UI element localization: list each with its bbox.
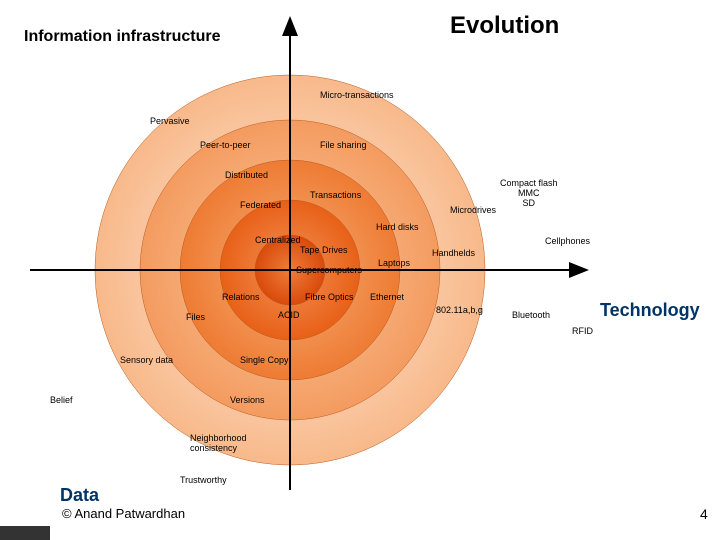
y-axis-label: Fibre Optics <box>305 292 354 302</box>
x-axis-label-left: Belief <box>50 395 73 405</box>
x-axis-label-right: Compact flash MMC SD <box>500 178 558 208</box>
y-axis-label: Trustworthy <box>180 475 227 485</box>
y-axis-label: ACID <box>278 310 300 320</box>
x-axis-label-left: Sensory data <box>120 355 173 365</box>
footer-accent-bar <box>0 526 50 540</box>
title-data: Data <box>60 485 99 506</box>
x-axis-label-right: Cellphones <box>545 236 590 246</box>
x-axis-label-right: Laptops <box>378 258 410 268</box>
x-axis-label-right: Ethernet <box>370 292 404 302</box>
x-axis-label-right: Microdrives <box>450 205 496 215</box>
y-axis-label: Micro-transactions <box>320 90 394 100</box>
page-number: 4 <box>700 506 708 522</box>
x-axis-label-right: 802.11a,b,g <box>436 305 483 315</box>
ring-label: Centralized <box>255 235 301 245</box>
ring-label: Federated <box>240 200 281 210</box>
x-axis-label-right: Bluetooth <box>512 310 550 320</box>
y-axis-label: Single Copy <box>240 355 289 365</box>
ring-label: Distributed <box>225 170 268 180</box>
ring-label: Pervasive <box>150 116 190 126</box>
y-axis-label: Transactions <box>310 190 361 200</box>
title-infrastructure: Information infrastructure <box>24 28 220 46</box>
x-axis-label-right: Handhelds <box>432 248 475 258</box>
y-axis-label: Neighborhood consistency <box>190 433 247 453</box>
x-axis-label-left: Relations <box>222 292 260 302</box>
title-evolution: Evolution <box>450 12 559 40</box>
x-axis-label-right: RFID <box>572 326 593 336</box>
y-axis-label: Supercomputers <box>296 265 362 275</box>
copyright: © Anand Patwardhan <box>62 506 185 521</box>
x-axis-label-left: Files <box>186 312 205 322</box>
title-technology: Technology <box>600 300 700 321</box>
ring-label: Peer-to-peer <box>200 140 251 150</box>
y-axis-label: Versions <box>230 395 265 405</box>
y-axis-label: Tape Drives <box>300 245 348 255</box>
y-axis-label: File sharing <box>320 140 367 150</box>
ring-label: Hard disks <box>376 222 419 232</box>
